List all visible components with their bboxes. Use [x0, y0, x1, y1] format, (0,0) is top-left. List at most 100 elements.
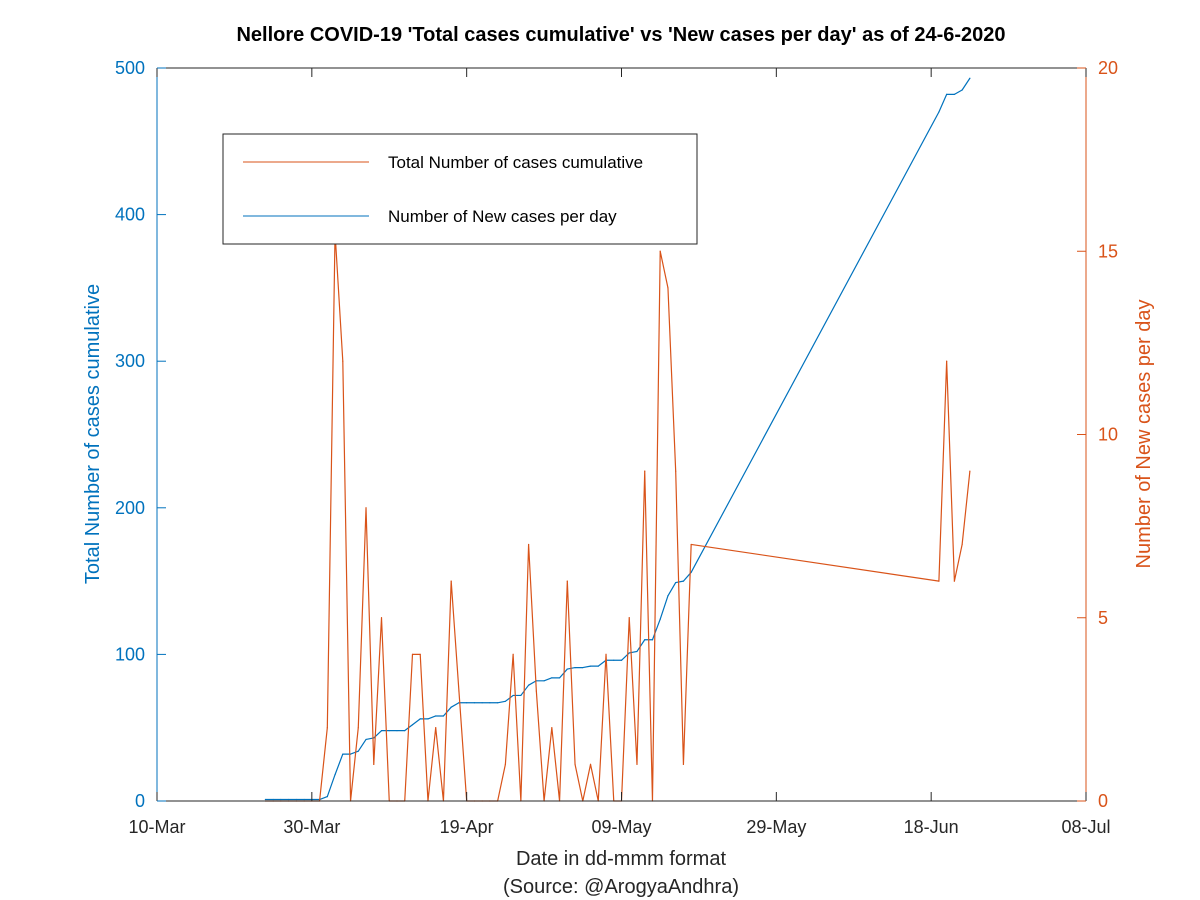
- cumulative-point: [380, 730, 383, 732]
- cumulative-point: [295, 798, 297, 801]
- x-tick-label: 29-May: [746, 817, 806, 837]
- cumulative-point: [466, 702, 468, 704]
- new-cases-point: [628, 617, 630, 619]
- cumulative-point: [288, 798, 290, 801]
- cumulative-point: [589, 665, 592, 667]
- chart-title: Nellore COVID-19 'Total cases cumulative…: [236, 24, 1005, 46]
- new-cases-point: [953, 580, 955, 582]
- cumulative-point: [651, 639, 654, 641]
- cumulative-point: [636, 650, 638, 653]
- new-cases-point: [342, 360, 344, 362]
- left-y-tick-label: 400: [115, 205, 145, 225]
- cumulative-point: [953, 93, 955, 95]
- cumulative-point: [497, 702, 499, 704]
- new-cases-point: [512, 653, 514, 656]
- cumulative-point: [520, 694, 522, 697]
- new-cases-point: [682, 763, 685, 765]
- cumulative-point: [272, 798, 274, 801]
- new-cases-point: [450, 580, 452, 582]
- cumulative-point: [450, 706, 452, 708]
- x-tick-label: 10-Mar: [128, 817, 185, 837]
- cumulative-point: [357, 750, 359, 752]
- new-cases-point: [373, 763, 375, 765]
- new-cases-point: [365, 507, 367, 509]
- right-y-tick-label: 0: [1098, 791, 1108, 811]
- cumulative-point: [543, 680, 545, 682]
- right-y-tick-label: 20: [1098, 58, 1118, 78]
- cumulative-point: [946, 93, 948, 95]
- new-cases-point: [357, 727, 359, 729]
- cumulative-point: [365, 738, 367, 741]
- cumulative-point: [303, 798, 305, 801]
- x-axis-label: Date in dd-mmm format: [516, 848, 726, 870]
- axes-layer: 10-Mar 30-Mar 19-Apr 09-May 29-May 18-Jun 08-J…: [115, 58, 1118, 837]
- cumulative-point: [628, 652, 630, 654]
- x-tick-label: 09-May: [591, 817, 651, 837]
- x-tick-label: 30-Mar: [283, 817, 340, 837]
- x-tick-label: 08-Jul: [1061, 817, 1110, 837]
- cumulative-point: [280, 798, 282, 801]
- left-y-tick-label: 100: [115, 644, 145, 664]
- cumulative-point: [644, 639, 646, 641]
- new-cases-point: [636, 763, 638, 765]
- cumulative-point: [574, 666, 576, 669]
- cumulative-point: [512, 694, 514, 697]
- left-y-tick-label: 300: [115, 351, 145, 371]
- cumulative-point: [582, 666, 584, 669]
- cumulative-point: [411, 724, 414, 726]
- cumulative-point: [961, 89, 963, 91]
- cumulative-point: [558, 677, 561, 679]
- new-cases-point: [667, 287, 669, 289]
- new-cases-point: [574, 763, 576, 765]
- new-cases-point: [690, 543, 692, 546]
- cumulative-point: [473, 702, 476, 704]
- new-cases-point: [969, 470, 971, 472]
- cumulative-point: [597, 665, 599, 667]
- left-y-tick-label: 500: [115, 58, 145, 78]
- new-cases-point: [504, 763, 506, 765]
- x-tick-label: 18-Jun: [904, 817, 959, 837]
- legend: Total Number of cases cumulative Number …: [222, 133, 698, 245]
- cumulative-point: [969, 77, 971, 79]
- new-cases-point: [411, 653, 414, 656]
- cumulative-point: [334, 774, 336, 776]
- source-note: (Source: @ArogyaAndhra): [503, 876, 739, 898]
- new-cases-point: [605, 653, 607, 656]
- new-cases-point: [419, 653, 421, 656]
- x-tick-label: 19-Apr: [440, 817, 494, 837]
- cumulative-point: [504, 700, 506, 702]
- right-y-tick-label: 15: [1098, 241, 1118, 261]
- left-y-tick-label: 0: [135, 791, 145, 811]
- cumulative-point: [427, 718, 429, 720]
- left-y-tick-label: 200: [115, 498, 145, 518]
- new-cases-point: [380, 617, 383, 619]
- cumulative-point: [396, 730, 398, 732]
- new-cases-point: [589, 763, 592, 765]
- cumulative-point: [659, 618, 661, 620]
- new-cases-point: [535, 690, 537, 692]
- cumulative-point: [690, 571, 692, 573]
- new-cases-point: [326, 727, 328, 729]
- cumulative-point: [264, 798, 266, 801]
- cumulative-point: [342, 753, 344, 755]
- new-cases-point: [938, 580, 940, 582]
- cumulative-point: [938, 111, 940, 113]
- cumulative-point: [667, 595, 669, 597]
- left-y-axis-label: Total Number of cases cumulative: [82, 284, 104, 584]
- cumulative-point: [528, 684, 530, 686]
- right-y-tick-label: 10: [1098, 425, 1118, 445]
- new-cases-point: [551, 727, 553, 729]
- legend-box: [222, 133, 698, 245]
- cumulative-point: [566, 668, 568, 670]
- cumulative-point: [419, 718, 421, 720]
- new-cases-point: [961, 543, 963, 546]
- new-cases-point: [435, 727, 437, 729]
- new-cases-point: [946, 360, 948, 362]
- cumulative-point: [675, 581, 677, 584]
- new-cases-point: [659, 250, 661, 252]
- right-y-tick-label: 5: [1098, 608, 1108, 628]
- right-y-axis-label: Number of New cases per day: [1133, 299, 1155, 568]
- cumulative-point: [489, 702, 491, 704]
- cumulative-point: [326, 796, 328, 798]
